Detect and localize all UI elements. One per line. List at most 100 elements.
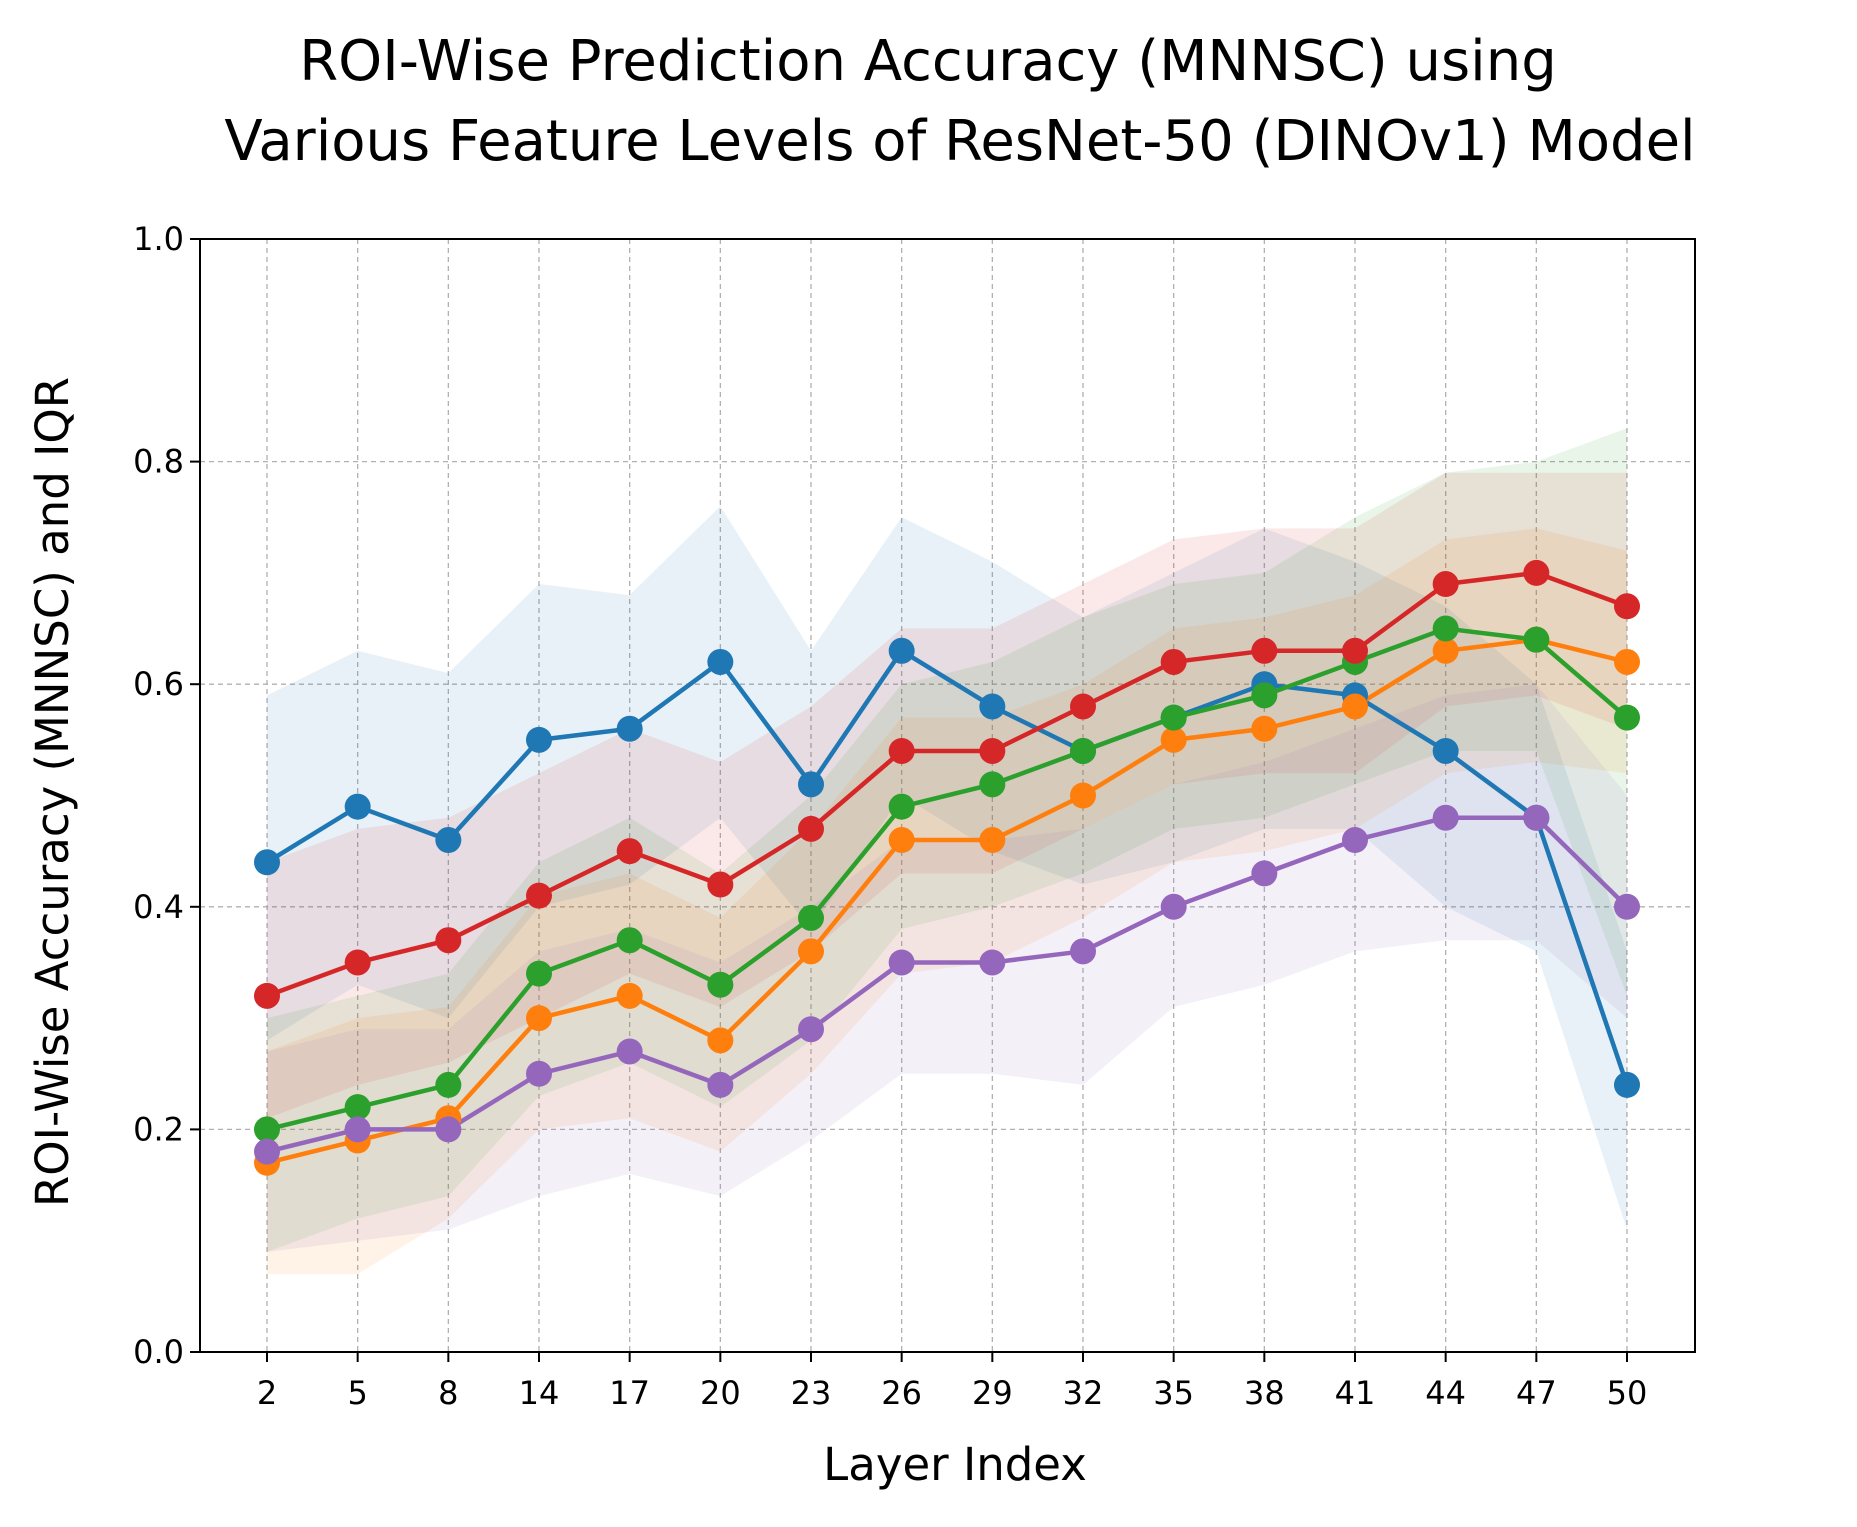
series-lines xyxy=(265,570,1630,1165)
data-point xyxy=(1160,893,1187,920)
data-point xyxy=(1160,726,1187,753)
data-point xyxy=(1523,559,1550,586)
data-point xyxy=(616,927,643,954)
data-point xyxy=(1523,626,1550,653)
data-point xyxy=(1432,737,1459,764)
data-point xyxy=(1342,827,1368,854)
line-series-2 xyxy=(266,637,1628,1165)
x-tick-label: 44 xyxy=(1425,1374,1466,1412)
y-tick-label: 0.2 xyxy=(133,1110,184,1148)
data-point xyxy=(979,771,1006,798)
data-point xyxy=(616,1038,643,1065)
x-tick-label: 47 xyxy=(1516,1374,1557,1412)
data-point xyxy=(435,1116,462,1143)
y-axis-label: ROI-Wise Accuracy (MNNSC) and IQR xyxy=(26,377,79,1207)
data-point xyxy=(798,904,824,931)
data-point xyxy=(979,949,1006,976)
iqr-band-series-5 xyxy=(267,684,1627,1252)
x-tick-label: 14 xyxy=(519,1374,560,1412)
y-tick-label: 0.6 xyxy=(133,665,184,703)
data-point xyxy=(616,838,643,865)
line-series-1 xyxy=(265,648,1630,1086)
data-point xyxy=(1614,593,1640,620)
x-tick-label: 50 xyxy=(1607,1374,1648,1412)
data-point xyxy=(435,1071,462,1098)
data-point xyxy=(1342,693,1368,720)
data-point xyxy=(1070,737,1096,764)
x-tick-label: 26 xyxy=(881,1374,922,1412)
x-tick-label: 2 xyxy=(257,1374,277,1412)
x-axis-ticks: 2 5 8 14 17 20 23 26 29 32 35 38 41 44 47 50 xyxy=(257,1352,1648,1412)
y-tick-label: 0.8 xyxy=(133,443,184,481)
data-point xyxy=(1523,804,1550,831)
data-point xyxy=(1342,637,1368,664)
data-point xyxy=(888,827,915,854)
data-point xyxy=(1432,804,1459,831)
data-point xyxy=(1070,782,1096,809)
y-tick-label: 0.0 xyxy=(133,1333,184,1371)
data-point xyxy=(707,1071,734,1098)
data-point xyxy=(344,793,371,820)
data-point xyxy=(435,927,462,954)
data-point xyxy=(798,1016,824,1043)
y-tick-label: 0.4 xyxy=(133,888,184,926)
data-point xyxy=(798,938,824,965)
y-tick-label: 1.0 xyxy=(133,220,184,258)
data-point xyxy=(888,793,915,820)
data-point xyxy=(707,871,734,898)
data-point xyxy=(616,715,643,742)
data-point xyxy=(435,827,462,854)
data-point xyxy=(616,982,643,1009)
data-point xyxy=(1160,648,1187,675)
x-tick-label: 17 xyxy=(609,1374,650,1412)
line-series-3 xyxy=(266,626,1629,1132)
data-point xyxy=(979,737,1006,764)
x-tick-label: 41 xyxy=(1335,1374,1376,1412)
x-tick-label: 23 xyxy=(791,1374,832,1412)
x-tick-label: 8 xyxy=(438,1374,458,1412)
data-point xyxy=(1251,860,1278,887)
plot-frame xyxy=(199,238,1696,1353)
data-point xyxy=(526,1005,552,1032)
x-tick-label: 29 xyxy=(972,1374,1013,1412)
data-point xyxy=(254,1138,280,1165)
x-axis-label: Layer Index xyxy=(823,1438,1087,1491)
line-series-4 xyxy=(266,570,1628,998)
data-point xyxy=(526,882,552,909)
data-point xyxy=(254,849,280,876)
data-point xyxy=(707,971,734,998)
data-point xyxy=(1614,704,1640,731)
chart-title-line-1: ROI-Wise Prediction Accuracy (MNNSC) usi… xyxy=(299,29,1557,94)
data-point xyxy=(1614,893,1640,920)
chart-title-line-2: Various Feature Levels of ResNet-50 (DIN… xyxy=(224,109,1695,174)
data-point xyxy=(344,1116,371,1143)
data-point xyxy=(1251,637,1278,664)
series-markers xyxy=(254,559,1640,1176)
data-point xyxy=(979,827,1006,854)
data-point xyxy=(1251,682,1278,709)
x-tick-label: 32 xyxy=(1063,1374,1104,1412)
x-tick-label: 35 xyxy=(1153,1374,1194,1412)
data-point xyxy=(1070,938,1096,965)
data-point xyxy=(1614,648,1640,675)
data-point xyxy=(526,960,552,987)
data-point xyxy=(254,982,280,1009)
data-point xyxy=(1432,637,1459,664)
data-point xyxy=(1070,693,1096,720)
data-point xyxy=(1160,704,1187,731)
data-point xyxy=(1432,615,1459,642)
data-point xyxy=(707,1027,734,1054)
data-point xyxy=(526,726,552,753)
x-tick-label: 38 xyxy=(1244,1374,1285,1412)
data-point xyxy=(798,771,824,798)
data-point xyxy=(707,648,734,675)
data-point xyxy=(888,949,915,976)
data-point xyxy=(1251,715,1278,742)
data-point xyxy=(798,815,824,842)
data-point xyxy=(526,1060,552,1087)
line-series-5 xyxy=(266,815,1629,1154)
data-point xyxy=(888,737,915,764)
